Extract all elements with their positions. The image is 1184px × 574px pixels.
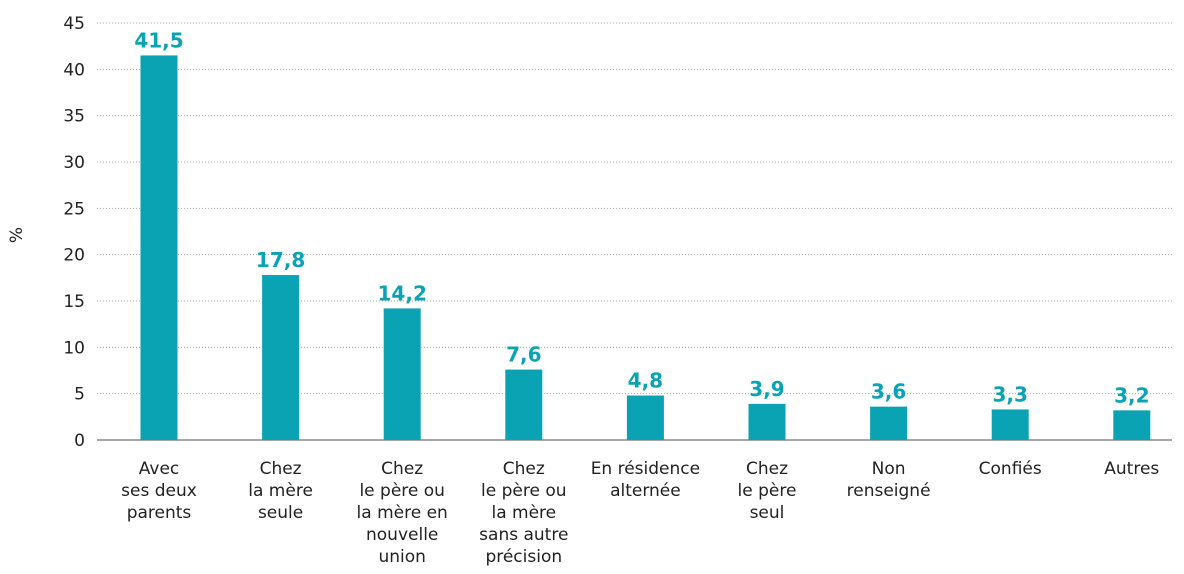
x-tick-label: Confiés: [979, 459, 1042, 479]
y-tick-label: 20: [63, 246, 85, 266]
y-tick-label: 5: [74, 385, 85, 405]
bar: [991, 409, 1029, 440]
bar: [870, 406, 908, 440]
bar: [1113, 410, 1151, 440]
bar: [626, 395, 664, 440]
x-tick-label: Chez le père ou la mère en nouvelle union: [357, 459, 448, 567]
bar: [383, 308, 421, 440]
data-label: 3,9: [749, 377, 784, 401]
y-tick-label: 10: [63, 338, 85, 358]
bar: [505, 369, 543, 440]
x-tick-label: En résidence alternée: [591, 459, 700, 501]
y-tick-label: 40: [63, 60, 85, 80]
data-label: 3,3: [992, 382, 1027, 406]
y-tick-label: 25: [63, 199, 85, 219]
data-label: 14,2: [378, 281, 427, 305]
bar: [262, 275, 300, 440]
x-tick-label: Non renseigné: [847, 459, 931, 501]
data-label: 17,8: [256, 248, 305, 272]
data-label: 41,5: [134, 28, 183, 52]
y-axis-label: %: [7, 227, 27, 243]
bar: [748, 403, 786, 440]
x-tick-label: Chez le père seul: [738, 459, 797, 523]
data-label: 7,6: [506, 343, 541, 367]
y-tick-label: 15: [63, 292, 85, 312]
data-label: 4,8: [628, 369, 663, 393]
x-tick-label: Autres: [1104, 459, 1159, 479]
y-tick-label: 45: [63, 14, 85, 34]
x-tick-label: Chez le père ou la mère sans autre précision: [479, 459, 568, 567]
x-tick-label: Chez la mère seule: [248, 459, 313, 523]
data-label: 3,2: [1114, 383, 1149, 407]
x-tick-label: Avec ses deux parents: [121, 459, 197, 523]
bar: [140, 55, 178, 440]
data-label: 3,6: [871, 380, 906, 404]
y-tick-label: 30: [63, 153, 85, 173]
y-tick-label: 0: [74, 431, 85, 451]
y-tick-label: 35: [63, 107, 85, 127]
